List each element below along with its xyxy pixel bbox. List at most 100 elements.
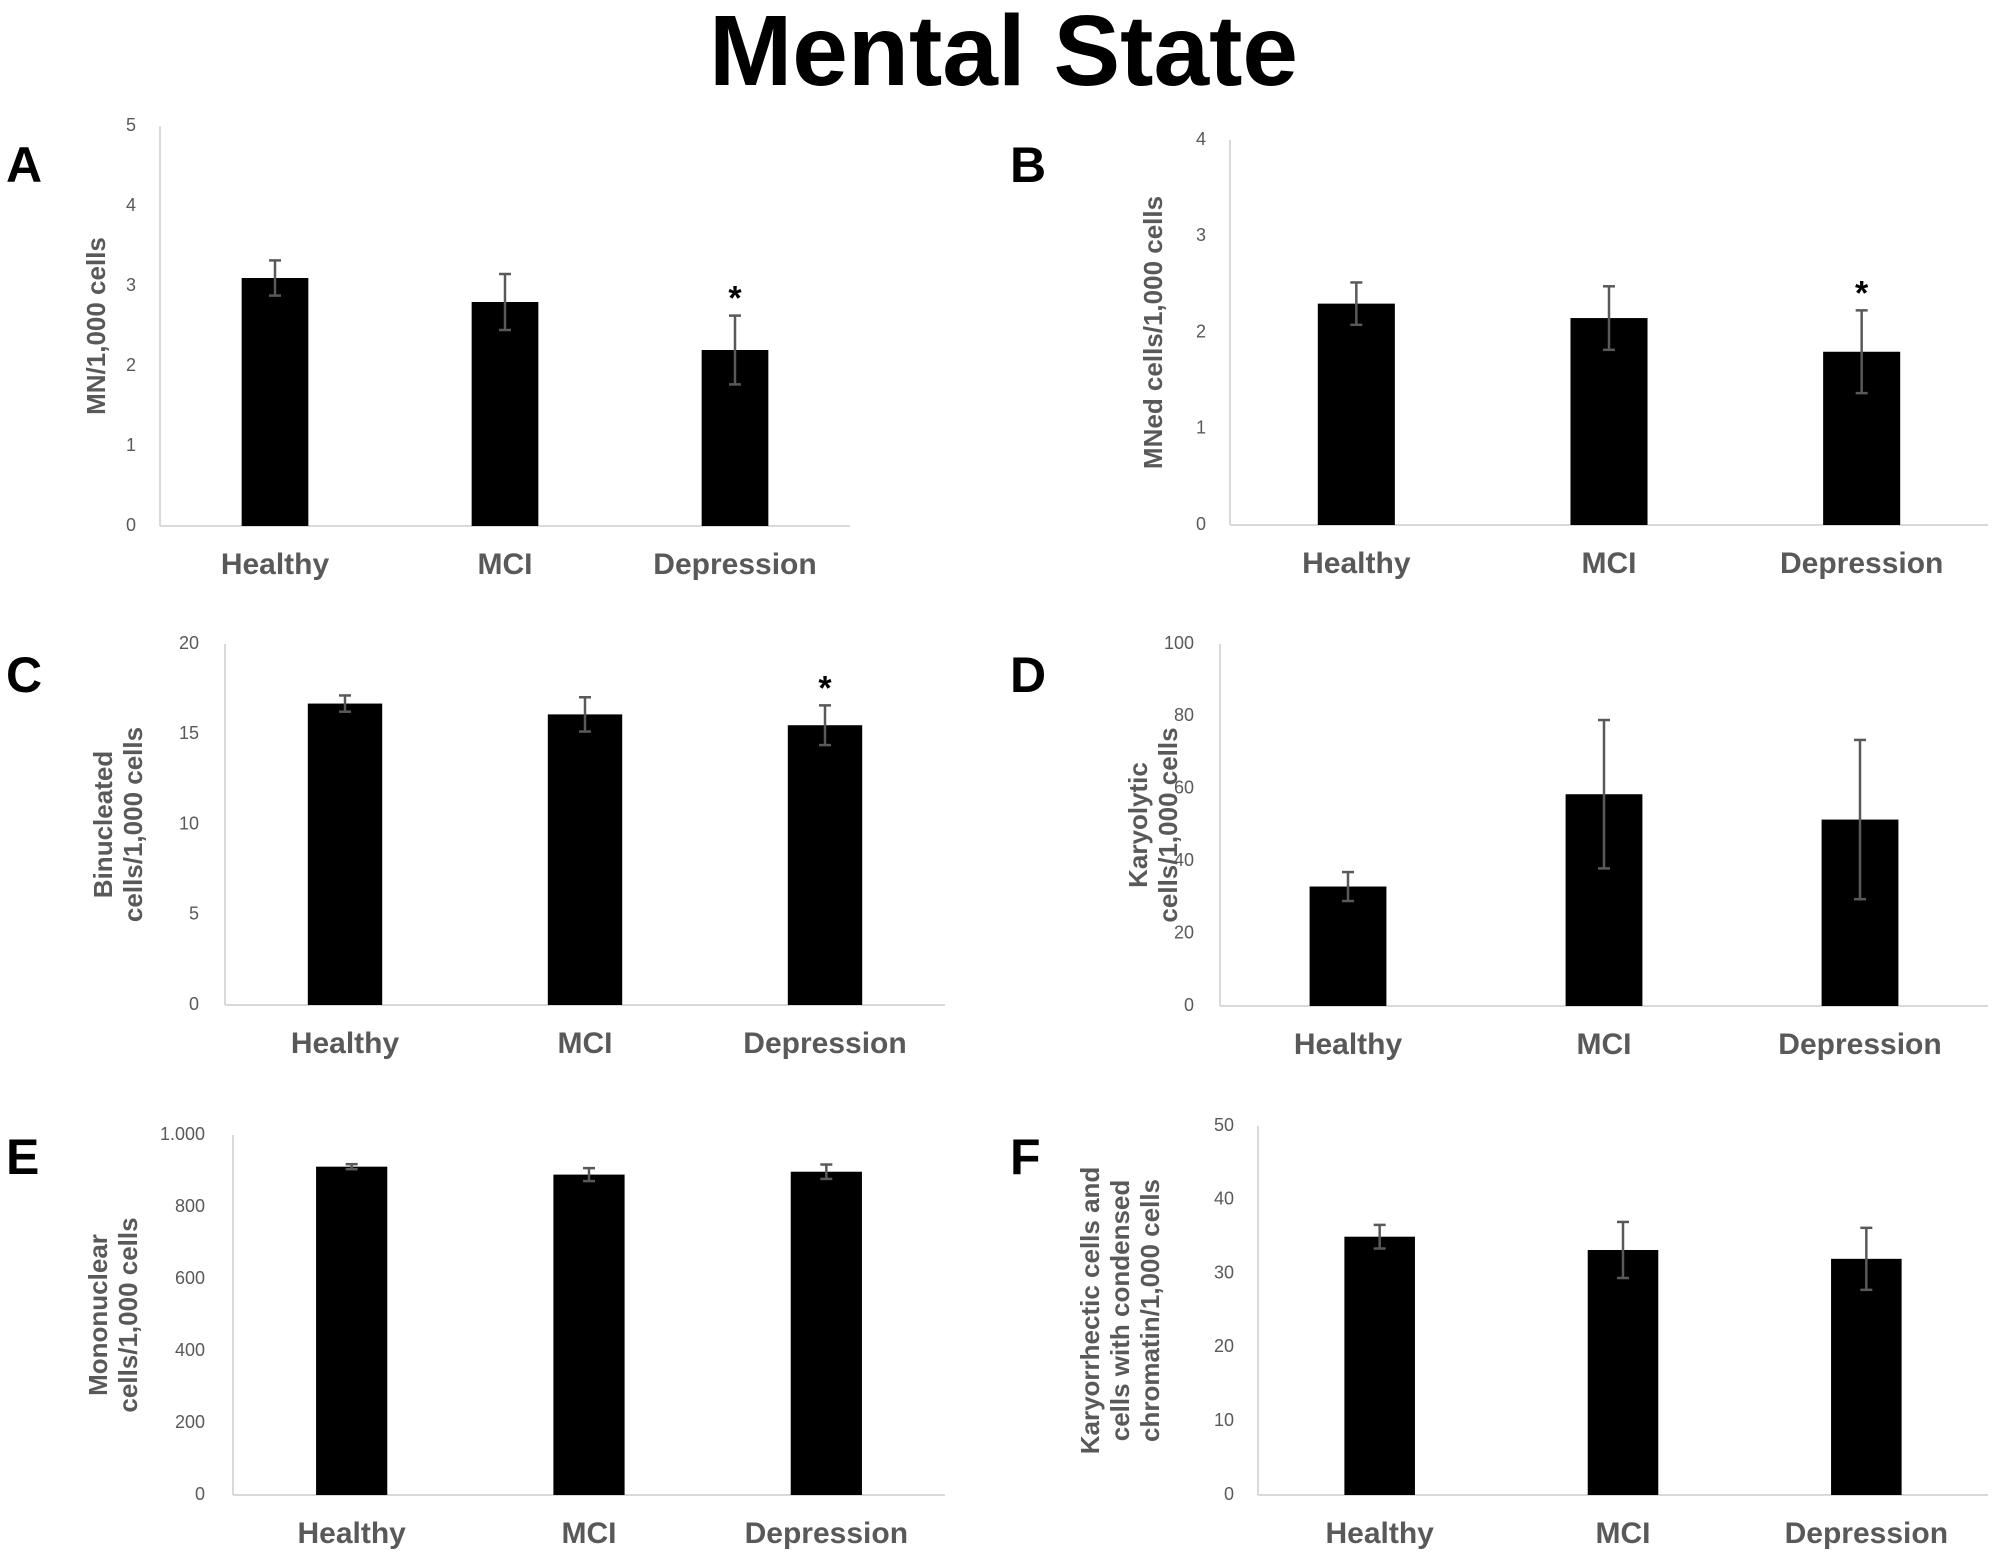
bar — [1317, 303, 1395, 525]
y-axis-title: Karyolyticcells/1,000 cells — [1123, 727, 1183, 922]
bar — [316, 1166, 388, 1495]
y-tick-label: 15 — [179, 723, 199, 743]
panel-letter-a: A — [6, 137, 43, 193]
y-axis-title-line: MN/1,000 cells — [81, 237, 111, 415]
significance-mark: * — [818, 669, 832, 707]
y-axis-title-line: cells with condensed — [1105, 1180, 1135, 1442]
significance-mark: * — [1855, 274, 1869, 312]
category-label: MCI — [478, 548, 533, 581]
y-tick-label: 100 — [1164, 633, 1194, 653]
category-label: Depression — [1780, 547, 1943, 580]
panel-letter-b: B — [1010, 137, 1047, 193]
y-axis-title: MNed cells/1,000 cells — [1138, 196, 1168, 469]
y-axis-title-line: MNed cells/1,000 cells — [1138, 196, 1168, 469]
panel-b: B 0 1 2 3 4 MNed cells/1,000 cells Healthy MCI D… — [1000, 110, 2000, 590]
y-tick-label: 400 — [175, 1340, 205, 1360]
y-tick-label: 40 — [1174, 850, 1194, 870]
panel-c: C 0 5 10 15 20 Binucleatedcells/1,000 cells He… — [0, 620, 980, 1060]
y-tick-label: 60 — [1174, 778, 1194, 798]
y-tick-label: 80 — [1174, 705, 1194, 725]
y-tick-label: 800 — [175, 1196, 205, 1216]
y-tick-label: 1 — [126, 435, 136, 455]
y-axis-title-line: Binucleated — [88, 751, 118, 898]
y-tick-label: 50 — [1214, 1115, 1234, 1135]
y-tick-label: 3 — [126, 275, 136, 295]
figure-title: Mental State — [708, 0, 1298, 107]
panel-f: F 0 10 20 30 40 50 Karyorrhectic cells andcell… — [1000, 1100, 2000, 1562]
y-tick-label: 600 — [175, 1268, 205, 1288]
bar — [547, 714, 623, 1005]
y-tick-label: 20 — [1214, 1336, 1234, 1356]
y-axis-title-line: Karyorrhectic cells and — [1075, 1167, 1105, 1455]
y-axis-title-line: cells/1,000 cells — [113, 1217, 143, 1412]
y-axis-title: Karyorrhectic cells andcells with conden… — [1075, 1167, 1165, 1455]
panel-a: A 0 1 2 3 4 5 MN/1,000 cells Healthy MCI Depressi… — [0, 110, 980, 590]
bar — [241, 278, 309, 526]
category-label: Depression — [1778, 1028, 1941, 1061]
y-tick-label: 0 — [126, 515, 136, 535]
category-label: Healthy — [1325, 1517, 1434, 1550]
chart-b: 0 1 2 3 4 MNed cells/1,000 cells Healthy MCI Dep… — [1138, 129, 1988, 580]
bar — [553, 1174, 625, 1495]
panel-letter-c: C — [6, 647, 43, 703]
category-label: Depression — [1785, 1517, 1948, 1550]
category-label: Healthy — [297, 1517, 406, 1550]
bar — [307, 703, 383, 1005]
category-label: Healthy — [1294, 1028, 1403, 1061]
y-tick-label: 4 — [1196, 129, 1206, 149]
chart-c: 0 5 10 15 20 Binucleatedcells/1,000 cells Heal… — [88, 633, 945, 1060]
panel-letter-f: F — [1010, 1129, 1041, 1185]
y-tick-label: 40 — [1214, 1189, 1234, 1209]
chart-f: 0 10 20 30 40 50 Karyorrhectic cells andcells … — [1075, 1115, 1988, 1550]
y-tick-label: 10 — [179, 813, 199, 833]
y-axis-title-line: cells/1,000 cells — [1153, 727, 1183, 922]
category-label: MCI — [1596, 1517, 1651, 1550]
y-tick-label: 0 — [195, 1484, 205, 1504]
y-tick-label: 0 — [1196, 514, 1206, 534]
panel-letter-d: D — [1010, 647, 1047, 703]
y-tick-label: 1.000 — [160, 1124, 205, 1144]
y-axis-title: Mononuclearcells/1,000 cells — [83, 1217, 143, 1412]
y-tick-label: 30 — [1214, 1262, 1234, 1282]
y-tick-label: 2 — [126, 355, 136, 375]
bar — [787, 725, 863, 1005]
panel-letter-e: E — [6, 1129, 40, 1185]
y-axis-title-line: cells/1,000 cells — [118, 727, 148, 922]
y-tick-label: 3 — [1196, 225, 1206, 245]
y-axis-title-line: Mononuclear — [83, 1234, 113, 1396]
bar — [1570, 318, 1648, 525]
significance-mark: * — [728, 280, 742, 318]
category-label: MCI — [558, 1027, 613, 1060]
category-label: Healthy — [1302, 547, 1411, 580]
panel-e: E 0 200 400 600 800 1.000 Mononuclearcells/1,0… — [0, 1100, 980, 1562]
category-label: MCI — [562, 1517, 617, 1550]
y-axis-title-line: Karyolytic — [1123, 762, 1153, 888]
category-label: Depression — [743, 1027, 906, 1060]
chart-e: 0 200 400 600 800 1.000 Mononuclearcells/1,000… — [83, 1124, 945, 1550]
y-axis-title: Binucleatedcells/1,000 cells — [88, 727, 148, 922]
y-tick-label: 10 — [1214, 1410, 1234, 1430]
y-tick-label: 4 — [126, 195, 136, 215]
y-tick-label: 200 — [175, 1412, 205, 1432]
bar — [1587, 1249, 1659, 1495]
y-tick-label: 1 — [1196, 418, 1206, 438]
category-label: Healthy — [291, 1027, 400, 1060]
category-label: Depression — [745, 1517, 908, 1550]
y-tick-label: 20 — [179, 633, 199, 653]
bar — [471, 302, 539, 526]
y-tick-label: 0 — [1184, 995, 1194, 1015]
chart-d: 0 20 40 60 80 100 Karyolyticcells/1,000 cells H… — [1123, 633, 1988, 1061]
chart-a: 0 1 2 3 4 5 MN/1,000 cells Healthy MCI Depression… — [81, 115, 850, 581]
y-axis-title: MN/1,000 cells — [81, 237, 111, 415]
bar — [1309, 886, 1387, 1006]
bar — [1831, 1258, 1902, 1495]
y-tick-label: 2 — [1196, 321, 1206, 341]
y-tick-label: 5 — [189, 904, 199, 924]
category-label: MCI — [1577, 1028, 1632, 1061]
category-label: Healthy — [221, 548, 330, 581]
y-tick-label: 20 — [1174, 922, 1194, 942]
panel-d: D 0 20 40 60 80 100 Karyolyticcells/1,000 cell… — [1000, 620, 2000, 1061]
y-axis-title-line: chromatin/1,000 cells — [1135, 1179, 1165, 1442]
bar — [790, 1171, 862, 1495]
